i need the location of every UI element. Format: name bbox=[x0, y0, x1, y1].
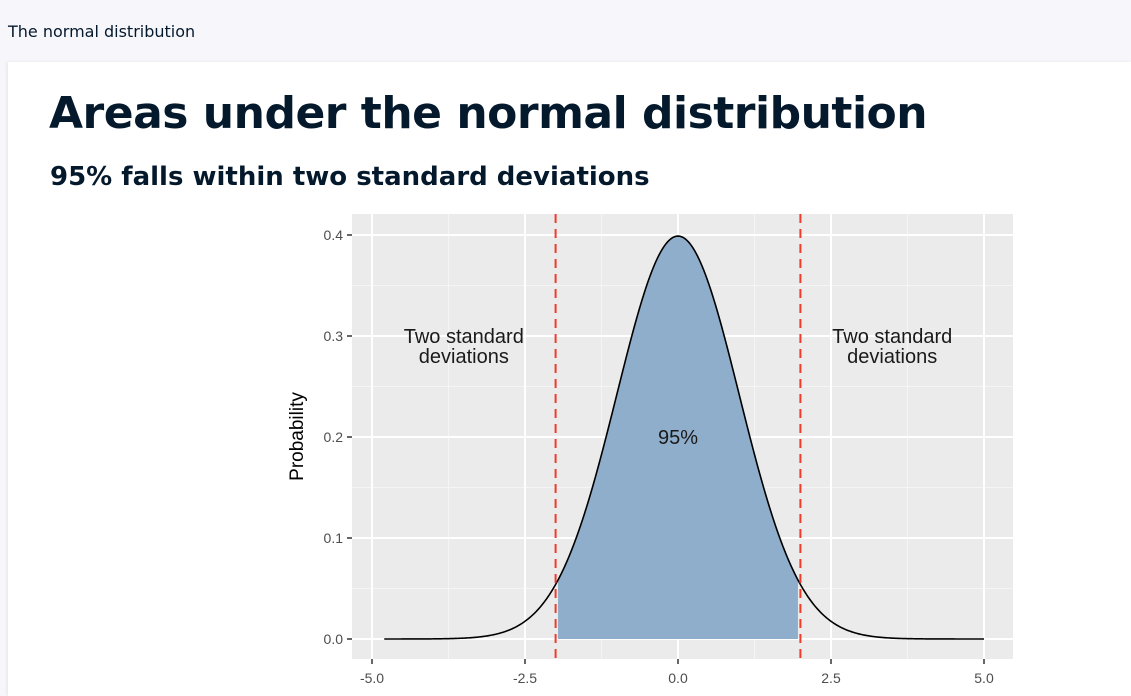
course-title: The normal distribution bbox=[8, 22, 196, 41]
annotation-line: 95% bbox=[658, 427, 698, 449]
annotation-line: deviations bbox=[419, 346, 509, 368]
x-tick-label: 0.0 bbox=[668, 670, 688, 686]
shaded-area-95-percent bbox=[558, 236, 798, 639]
y-axis: 0.0 0.1 0.2 0.3 0.4 bbox=[324, 227, 352, 647]
slide-subtitle: 95% falls within two standard deviations bbox=[50, 162, 650, 192]
y-axis-label: Probability bbox=[287, 392, 308, 481]
slide-title: Areas under the normal distribution bbox=[49, 88, 928, 139]
annotation-line: Two standard bbox=[404, 326, 524, 348]
y-tick-label: 0.0 bbox=[324, 631, 344, 647]
annotation-label: Two standard deviations bbox=[832, 326, 952, 368]
y-tick-label: 0.1 bbox=[324, 530, 344, 546]
x-tick-label: 2.5 bbox=[821, 670, 841, 686]
y-tick-label: 0.4 bbox=[324, 227, 344, 243]
x-tick-label: -5.0 bbox=[360, 670, 384, 686]
x-axis: -5.0 -2.5 0.0 2.5 5.0 bbox=[360, 659, 994, 686]
annotation-label: Two standard deviations bbox=[404, 326, 524, 368]
top-bar: The normal distribution bbox=[0, 0, 1131, 62]
annotation-line: Two standard bbox=[832, 326, 952, 348]
annotation-label: 95% bbox=[658, 427, 698, 449]
density-curve bbox=[384, 235, 984, 640]
y-tick-label: 0.2 bbox=[324, 429, 344, 445]
x-tick-label: 5.0 bbox=[974, 670, 994, 686]
x-tick-label: -2.5 bbox=[513, 670, 537, 686]
annotation-line: deviations bbox=[847, 346, 937, 368]
y-tick-label: 0.3 bbox=[324, 328, 344, 344]
